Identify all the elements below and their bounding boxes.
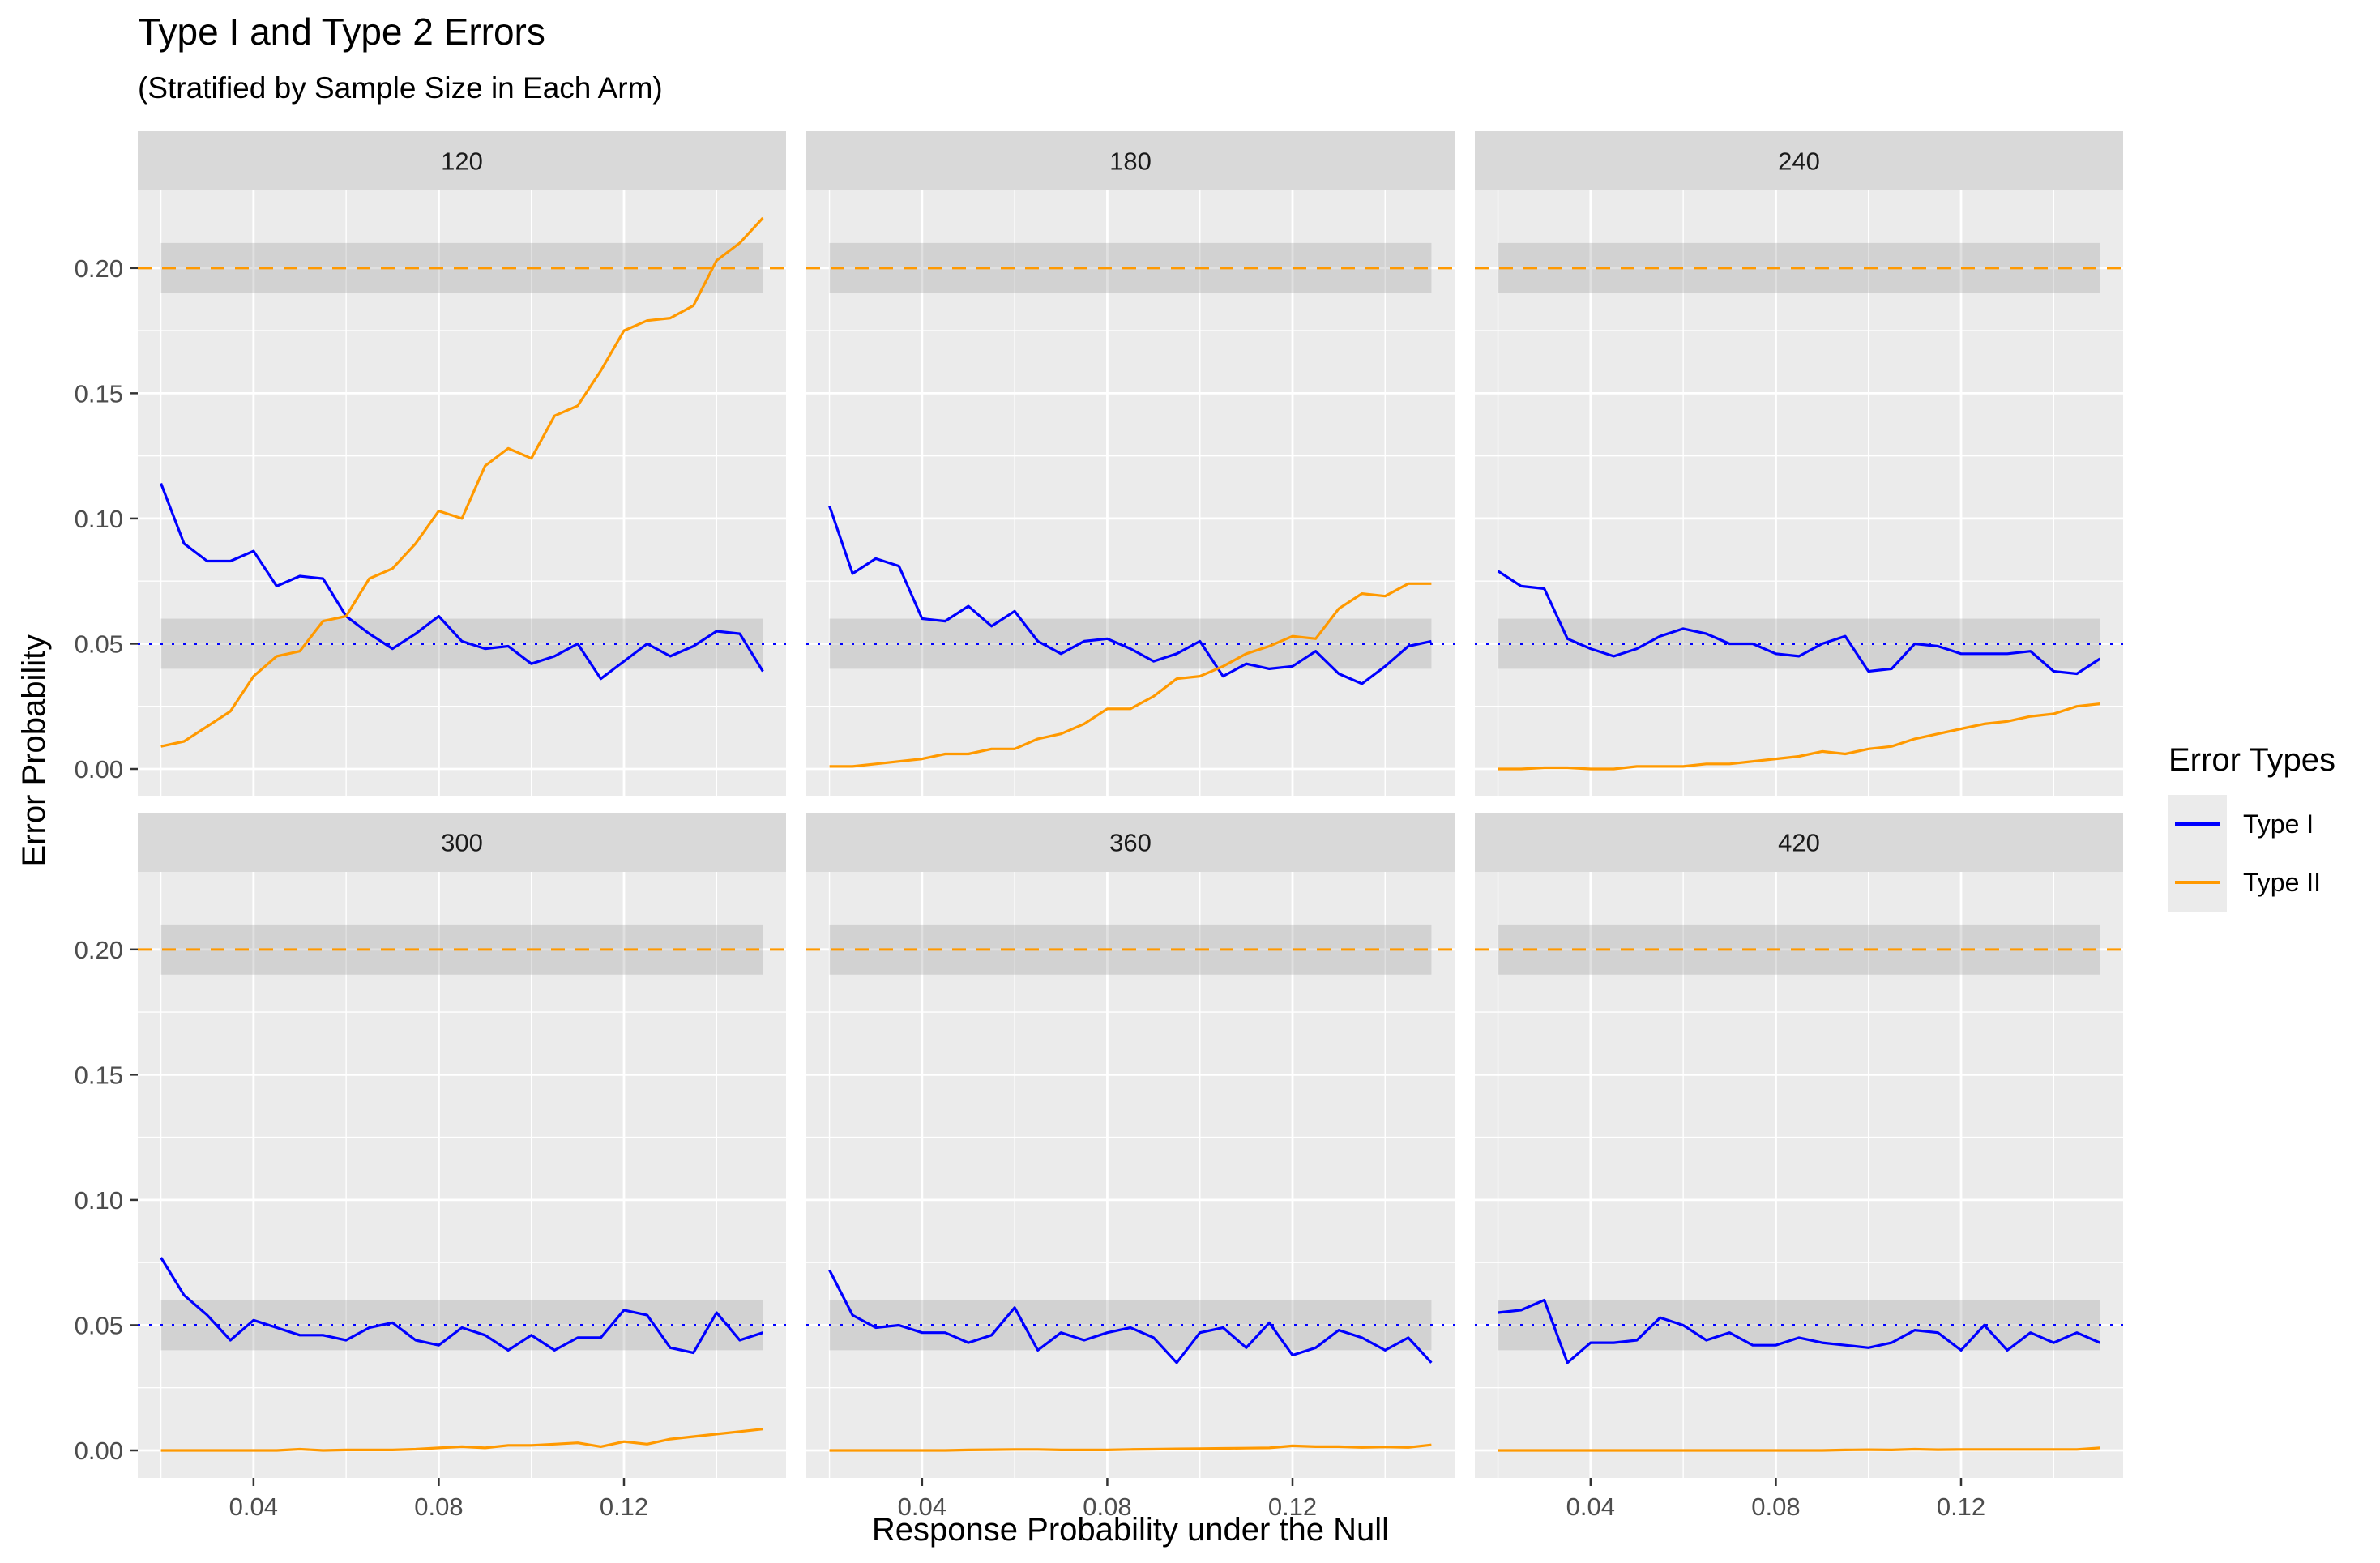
panel-300-series-type2	[160, 1428, 763, 1452]
panel-360-series-type1	[828, 1269, 1433, 1364]
panel-240-strip-label: 240	[1778, 147, 1820, 176]
panel-120-strip-label: 120	[441, 147, 483, 176]
panel-360-x-tick-label: 0.08	[1083, 1493, 1131, 1521]
panel-420-x-tick-label: 0.08	[1751, 1493, 1800, 1521]
panel-420-series-type1	[1498, 1298, 2101, 1364]
panel-240-series-type2	[1498, 702, 2100, 771]
chart-subtitle: (Stratified by Sample Size in Each Arm)	[138, 71, 663, 105]
panel-300-y-tick-label: 0.15	[75, 1061, 123, 1089]
panel-300-y-tick-label: 0.10	[75, 1186, 123, 1215]
panel-420-x-tick-label: 0.12	[1937, 1493, 1985, 1521]
panel-300-strip	[138, 813, 786, 872]
legend: Error Types Type I Type II	[2168, 742, 2335, 912]
panel-120-y-tick-label: 0.15	[75, 379, 123, 408]
legend-swatch-type-ii	[2175, 881, 2220, 884]
panel-180-series-type2	[829, 582, 1432, 768]
legend-key-type-ii	[2168, 853, 2227, 912]
panel-420-strip-label: 420	[1778, 829, 1820, 857]
panel-420-series-type2	[1498, 1446, 2100, 1452]
panel-180-reference-band-0	[829, 618, 1432, 669]
panel-180-series-type1	[828, 505, 1432, 685]
legend-item-type-i: Type I	[2168, 795, 2335, 853]
panel-120-y-tick-label: 0.10	[75, 505, 123, 533]
panel-120-y-tick-label: 0.05	[75, 630, 123, 658]
panel-360-reference-band-0	[829, 1300, 1432, 1351]
panel-360-x-tick-label: 0.12	[1268, 1493, 1317, 1521]
legend-item-type-ii: Type II	[2168, 853, 2335, 912]
panel-120-series-type2	[160, 216, 764, 748]
x-axis-label: Response Probability under the Null	[871, 1512, 1390, 1548]
panel-360-x-tick-label: 0.04	[898, 1493, 946, 1521]
legend-label-type-i: Type I	[2243, 809, 2314, 839]
panel-300-background	[138, 872, 786, 1478]
panel-180-background	[806, 190, 1455, 796]
y-axis-label: Error Probability	[16, 634, 52, 867]
chart-title: Type I and Type 2 Errors	[138, 11, 545, 53]
panel-420-x-tick-label: 0.04	[1566, 1493, 1615, 1521]
panel-300-strip-label: 300	[441, 829, 483, 857]
panel-120-reference-band-0	[160, 618, 763, 669]
panel-120-background	[138, 190, 786, 796]
panel-420-background	[1475, 872, 2123, 1478]
panel-300-x-tick-label: 0.08	[414, 1493, 463, 1521]
panel-240-background	[1475, 190, 2123, 796]
panel-360-background	[806, 872, 1455, 1478]
legend-key-type-i	[2168, 795, 2227, 853]
panel-120-y-tick-label: 0.00	[75, 755, 123, 784]
panel-120-series-type1	[160, 483, 764, 681]
panel-300-y-tick-label: 0.00	[75, 1437, 123, 1465]
panel-180-strip	[806, 131, 1455, 190]
panel-300-x-tick-label: 0.12	[600, 1493, 648, 1521]
legend-swatch-type-i	[2175, 822, 2220, 826]
panel-180-strip-label: 180	[1109, 147, 1152, 176]
panel-300-y-tick-label: 0.20	[75, 936, 123, 964]
panel-300-y-tick-label: 0.05	[75, 1311, 123, 1339]
panel-300-x-tick-label: 0.04	[229, 1493, 278, 1521]
panel-240-series-type1	[1497, 570, 2101, 676]
panel-120-strip	[138, 131, 786, 190]
panel-360-strip	[806, 813, 1455, 872]
legend-label-type-ii: Type II	[2243, 867, 2322, 897]
panel-120-y-tick-label: 0.20	[75, 254, 123, 283]
panel-360-strip-label: 360	[1109, 829, 1152, 857]
legend-title: Error Types	[2168, 742, 2335, 778]
panel-420-strip	[1475, 813, 2123, 872]
panel-360-series-type2	[829, 1443, 1432, 1452]
panel-240-strip	[1475, 131, 2123, 190]
panel-240-reference-band-0	[1498, 618, 2100, 669]
panel-300-series-type1	[160, 1257, 763, 1355]
panel-300-reference-band-0	[160, 1300, 763, 1351]
